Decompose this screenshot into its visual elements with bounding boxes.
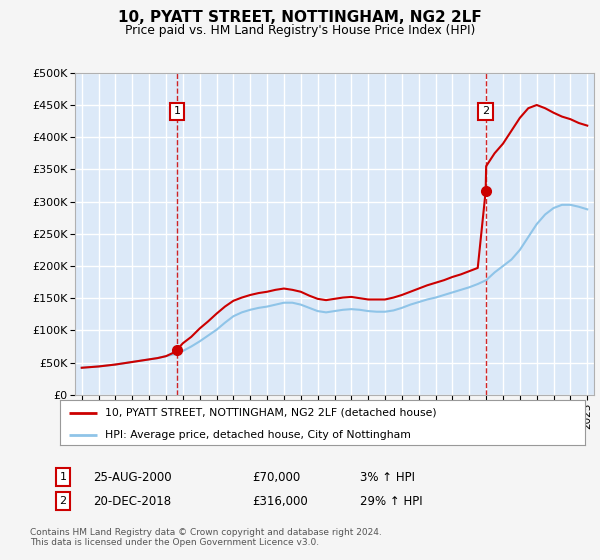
Text: 29% ↑ HPI: 29% ↑ HPI [360, 494, 422, 508]
Text: HPI: Average price, detached house, City of Nottingham: HPI: Average price, detached house, City… [104, 430, 410, 440]
Text: 3% ↑ HPI: 3% ↑ HPI [360, 470, 415, 484]
Text: Price paid vs. HM Land Registry's House Price Index (HPI): Price paid vs. HM Land Registry's House … [125, 24, 475, 36]
Text: 2: 2 [59, 496, 67, 506]
Text: 10, PYATT STREET, NOTTINGHAM, NG2 2LF: 10, PYATT STREET, NOTTINGHAM, NG2 2LF [118, 10, 482, 25]
Text: 20-DEC-2018: 20-DEC-2018 [93, 494, 171, 508]
Text: £70,000: £70,000 [252, 470, 300, 484]
Text: £316,000: £316,000 [252, 494, 308, 508]
Text: 25-AUG-2000: 25-AUG-2000 [93, 470, 172, 484]
Text: 1: 1 [59, 472, 67, 482]
Text: Contains HM Land Registry data © Crown copyright and database right 2024.
This d: Contains HM Land Registry data © Crown c… [30, 528, 382, 547]
Text: 2: 2 [482, 106, 489, 116]
Text: 1: 1 [173, 106, 181, 116]
Text: 10, PYATT STREET, NOTTINGHAM, NG2 2LF (detached house): 10, PYATT STREET, NOTTINGHAM, NG2 2LF (d… [104, 408, 436, 418]
